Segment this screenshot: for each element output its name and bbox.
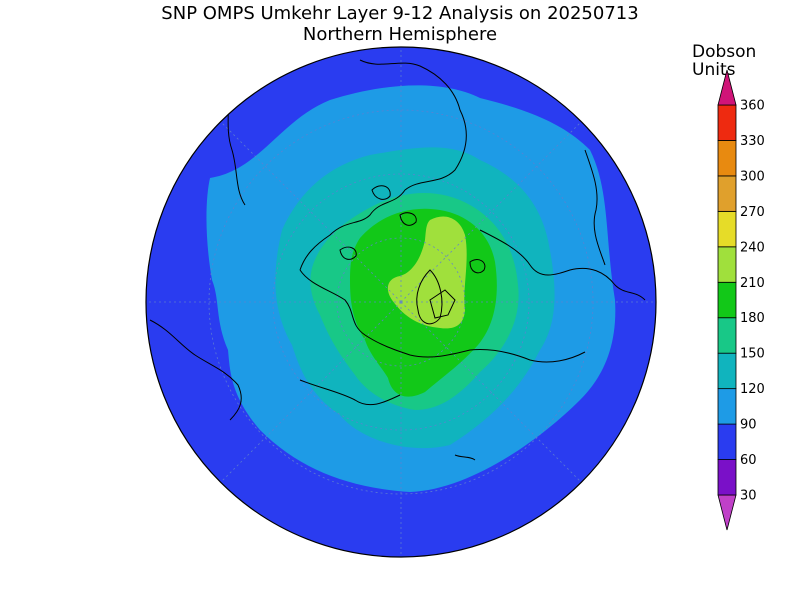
colorbar-segment-330: [717, 104, 737, 141]
colorbar-tick-300: 300: [740, 169, 765, 184]
colorbar-tick-150: 150: [740, 347, 765, 362]
colorbar-segment-180: [717, 281, 737, 319]
graticule: [146, 47, 656, 557]
colorbar-tick-60: 60: [740, 453, 757, 468]
colorbar-units-line1: Dobson: [692, 42, 756, 62]
colorbar-segment-60: [717, 423, 737, 460]
colorbar-tick-210: 210: [740, 276, 765, 291]
colorbar-tick-330: 330: [740, 134, 765, 149]
map-border: [145, 46, 657, 558]
colorbar-tick-120: 120: [740, 382, 765, 397]
chart-subtitle: Northern Hemisphere: [302, 24, 498, 45]
colorbar-tick-90: 90: [740, 418, 757, 433]
colorbar-tick-30: 30: [740, 489, 757, 504]
chart-title: SNP OMPS Umkehr Layer 9-12 Analysis on 2…: [161, 3, 639, 24]
polar-map: [146, 47, 656, 557]
colorbar-segment-240: [717, 210, 737, 248]
colorbar-segment-120: [717, 352, 737, 390]
colorbar-segment-30: [717, 459, 737, 496]
colorbar: 30 60 90 120 150 180 210 240 270 300 330 360: [717, 69, 765, 531]
colorbar-segment-90: [717, 388, 737, 425]
colorbar-arrow-below: [717, 494, 737, 531]
colorbar-tick-360: 360: [740, 99, 765, 114]
colorbar-segment-150: [717, 317, 737, 354]
colorbar-tick-180: 180: [740, 311, 765, 326]
colorbar-tick-270: 270: [740, 205, 765, 220]
colorbar-tick-240: 240: [740, 240, 765, 255]
colorbar-segment-270: [717, 175, 737, 212]
colorbar-arrow-above: [717, 69, 737, 106]
coastlines: [149, 59, 646, 461]
colorbar-segment-210: [717, 246, 737, 283]
colorbar-units-line2: Units: [692, 60, 736, 80]
colorbar-segment-300: [717, 140, 737, 177]
